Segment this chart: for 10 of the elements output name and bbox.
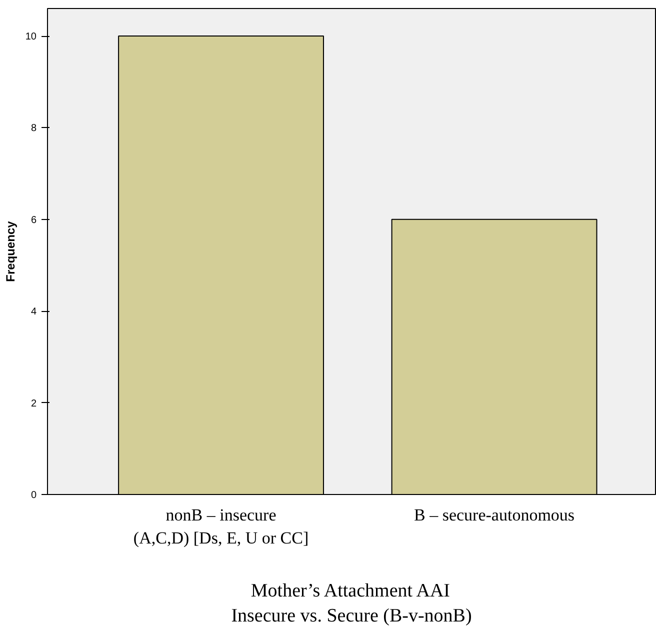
y-tick-label: 10 (25, 32, 37, 43)
y-tick-label: 4 (30, 306, 37, 318)
y-tick-label: 2 (30, 398, 37, 410)
x-tick-label: B – secure-autonomous (414, 506, 575, 524)
x-axis-title: Mother’s Attachment AAI Insecure vs. Secure (B-v-nonB) (231, 580, 472, 626)
x-tick-label: nonB – insecure (A,C,D) [Ds, E, U or CC] (133, 506, 309, 548)
y-tick-label: 8 (30, 123, 37, 134)
y-tick-label: 6 (30, 214, 37, 226)
y-axis-title: Frequency (3, 220, 18, 282)
y-tick-label: 0 (30, 490, 37, 501)
